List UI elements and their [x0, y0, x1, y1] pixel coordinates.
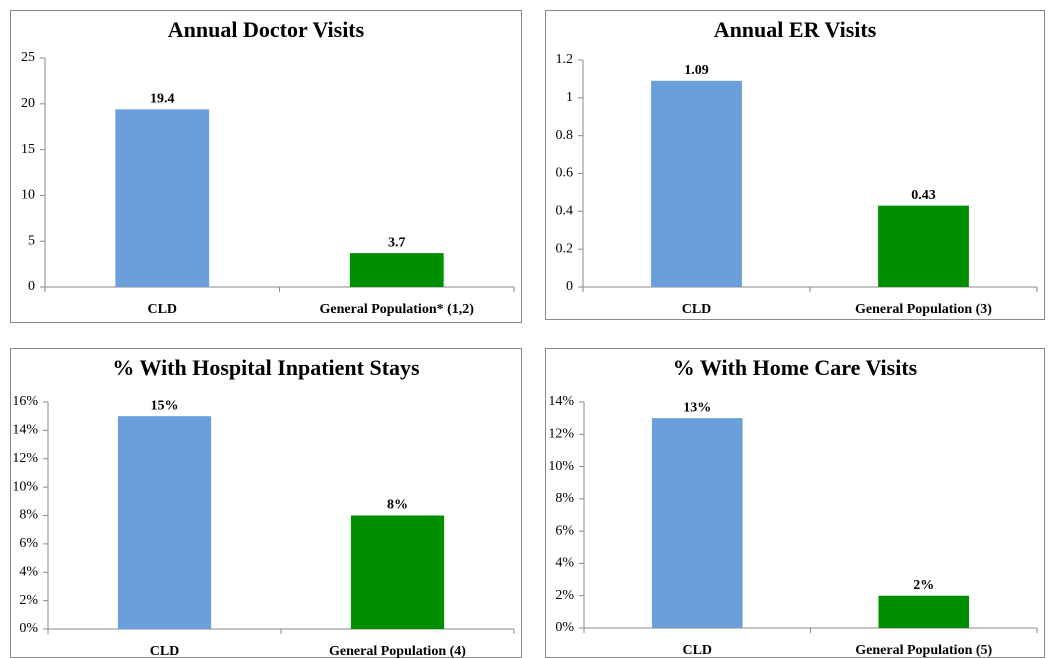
- y-tick-label: 0%: [19, 621, 38, 636]
- y-tick-label: 16%: [12, 394, 38, 409]
- y-tick-label: 14%: [548, 394, 574, 409]
- y-tick-label: 15: [21, 142, 35, 157]
- y-tick-label: 0.8: [556, 128, 574, 143]
- panel: [545, 348, 1045, 658]
- y-tick-label: 6%: [19, 536, 38, 551]
- y-tick-label: 8%: [19, 508, 38, 523]
- panel: [10, 10, 522, 323]
- value-label: 2%: [913, 578, 934, 593]
- chart-title: % With Hospital Inpatient Stays: [112, 355, 420, 380]
- y-tick-label: 2%: [555, 588, 574, 603]
- y-tick-label: 14%: [12, 423, 38, 438]
- chart-title: % With Home Care Visits: [673, 355, 918, 380]
- bar: [115, 109, 210, 288]
- y-tick-label: 10%: [12, 479, 38, 494]
- y-tick-label: 0.6: [556, 166, 574, 181]
- y-tick-label: 0: [28, 279, 35, 294]
- y-tick-label: 0.2: [556, 241, 574, 256]
- bar: [651, 80, 742, 287]
- value-label: 19.4: [150, 92, 175, 107]
- chart-title: Annual ER Visits: [714, 17, 877, 42]
- x-tick-label: General Population (3): [855, 302, 992, 317]
- x-tick-label: General Population* (1,2): [320, 302, 475, 317]
- x-tick-label: CLD: [682, 302, 712, 317]
- y-tick-label: 12%: [548, 427, 574, 442]
- y-tick-label: 6%: [555, 523, 574, 538]
- x-tick-label: CLD: [147, 302, 177, 317]
- chart-title: Annual Doctor Visits: [168, 17, 365, 42]
- bar: [878, 595, 970, 628]
- value-label: 1.09: [684, 63, 709, 78]
- x-tick-label: CLD: [150, 644, 180, 658]
- y-tick-label: 0: [566, 279, 573, 294]
- panel: [545, 10, 1045, 320]
- y-tick-label: 4%: [555, 556, 574, 571]
- y-tick-label: 10: [21, 188, 35, 203]
- bar: [349, 253, 444, 287]
- bar: [651, 418, 743, 628]
- bar: [878, 205, 969, 287]
- x-tick-label: General Population (4): [329, 644, 466, 658]
- value-label: 15%: [151, 398, 179, 413]
- y-tick-label: 1: [566, 90, 573, 105]
- value-label: 3.7: [388, 235, 406, 250]
- x-tick-label: CLD: [682, 643, 712, 658]
- y-tick-label: 4%: [19, 564, 38, 579]
- y-tick-label: 10%: [548, 459, 574, 474]
- y-tick-label: 5: [28, 233, 35, 248]
- y-tick-label: 1.2: [556, 52, 574, 67]
- bar: [350, 515, 445, 629]
- y-tick-label: 8%: [555, 491, 574, 506]
- value-label: 8%: [387, 498, 408, 513]
- y-tick-label: 2%: [19, 593, 38, 608]
- y-tick-label: 0.4: [556, 204, 574, 219]
- value-label: 0.43: [911, 188, 936, 203]
- y-tick-label: 12%: [12, 451, 38, 466]
- y-tick-label: 20: [21, 96, 35, 111]
- y-tick-label: 0%: [555, 620, 574, 635]
- value-label: 13%: [683, 400, 711, 415]
- bar: [117, 416, 212, 629]
- x-tick-label: General Population (5): [855, 643, 992, 658]
- y-tick-label: 25: [21, 50, 35, 65]
- panel: [10, 348, 522, 658]
